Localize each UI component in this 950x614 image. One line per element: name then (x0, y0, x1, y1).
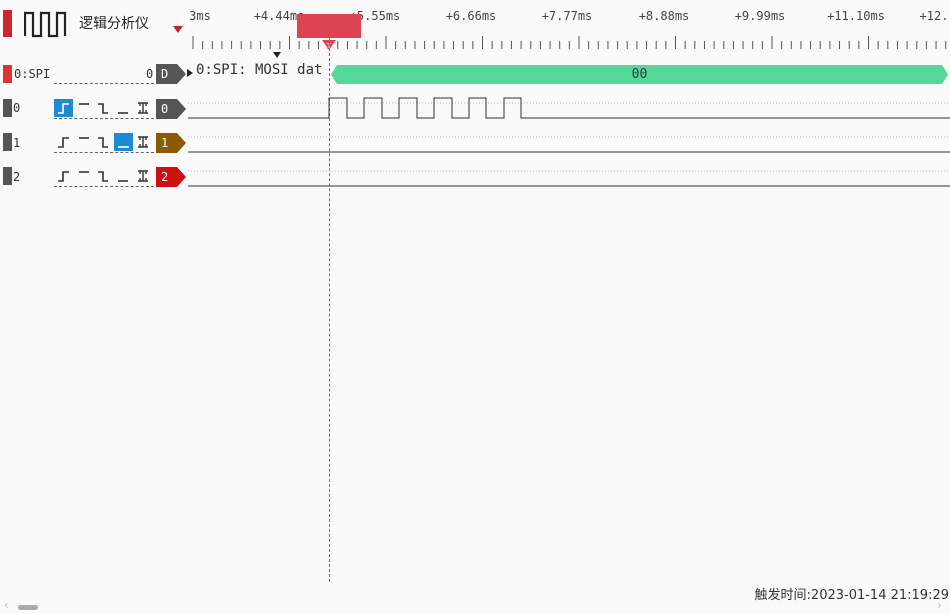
channel-1-trigger-options (54, 133, 154, 153)
app-title: 逻辑分析仪 (79, 16, 149, 32)
low-level-icon[interactable] (115, 167, 131, 188)
scroll-right-icon[interactable]: › (937, 598, 942, 612)
decoder-row-label: 0:SPI: MOSI dat (196, 62, 323, 78)
channel-0-swatch (3, 99, 12, 117)
timeline-tick: +12. (919, 9, 949, 23)
channel-0-tag[interactable]: 0 (156, 99, 186, 119)
low-level-icon[interactable] (114, 133, 133, 151)
falling-edge-icon[interactable] (95, 99, 111, 120)
channel-2-label: 2 (13, 170, 21, 184)
channel-1-tag[interactable]: 1 (156, 133, 186, 153)
low-level-icon[interactable] (115, 99, 131, 120)
chevron-down-icon[interactable] (173, 26, 183, 33)
waveform-area[interactable] (188, 60, 950, 200)
decoder-label-underline (54, 83, 154, 84)
channel-0-waveform (188, 97, 950, 119)
expand-arrow-icon[interactable] (187, 62, 193, 81)
decoder-label: 0:SPI (14, 67, 51, 81)
channel-1-label: 1 (13, 136, 21, 150)
timeline-tick: +9.99ms (734, 9, 786, 23)
logic-analyzer-icon (23, 10, 68, 42)
high-level-icon[interactable] (76, 167, 92, 188)
channel-0-trigger-options (54, 99, 154, 119)
app-accent-bar (3, 10, 12, 37)
falling-edge-icon[interactable] (95, 167, 111, 188)
decoder-color-swatch (3, 65, 12, 83)
horizontal-scrollbar-thumb[interactable] (18, 605, 38, 610)
timeline-tick: 3ms (189, 9, 211, 23)
decoder-tag[interactable]: D (156, 64, 186, 84)
time-ruler[interactable] (188, 36, 950, 52)
channel-2-tag[interactable]: 2 (156, 167, 186, 187)
svg-text:T: T (326, 42, 332, 50)
timeline-tick: +7.77ms (541, 9, 593, 23)
channel-1-swatch (3, 133, 12, 151)
cursor-marker-icon (273, 43, 281, 62)
any-edge-icon[interactable] (135, 167, 151, 188)
channel-1-waveform (188, 136, 950, 153)
decoder-value: 0 (146, 67, 154, 81)
trigger-marker[interactable] (297, 14, 361, 38)
any-edge-icon[interactable] (135, 133, 151, 154)
channel-2-waveform (188, 170, 950, 187)
channel-2-swatch (3, 167, 12, 185)
timeline-tick: +11.10ms (827, 9, 885, 23)
falling-edge-icon[interactable] (95, 133, 111, 154)
high-level-icon[interactable] (76, 99, 92, 120)
trigger-time: 触发时间:2023-01-14 21:19:29 (754, 588, 949, 603)
channel-2-trigger-options (54, 167, 154, 187)
rising-edge-icon[interactable] (54, 99, 73, 117)
high-level-icon[interactable] (76, 133, 92, 154)
rising-edge-icon[interactable] (54, 133, 73, 154)
timeline-tick: +8.88ms (638, 9, 690, 23)
timeline-tick: +6.66ms (445, 9, 497, 23)
timeline-tick: +5.55ms (349, 9, 401, 23)
timeline-tick: +4.44ms (253, 9, 305, 23)
scroll-left-icon[interactable]: ‹ (4, 598, 9, 612)
rising-edge-icon[interactable] (54, 167, 73, 188)
any-edge-icon[interactable] (135, 99, 151, 120)
spi-data-segment[interactable]: 00 (331, 65, 948, 84)
channel-0-label: 0 (13, 101, 21, 115)
trigger-cursor-line[interactable] (329, 38, 330, 582)
